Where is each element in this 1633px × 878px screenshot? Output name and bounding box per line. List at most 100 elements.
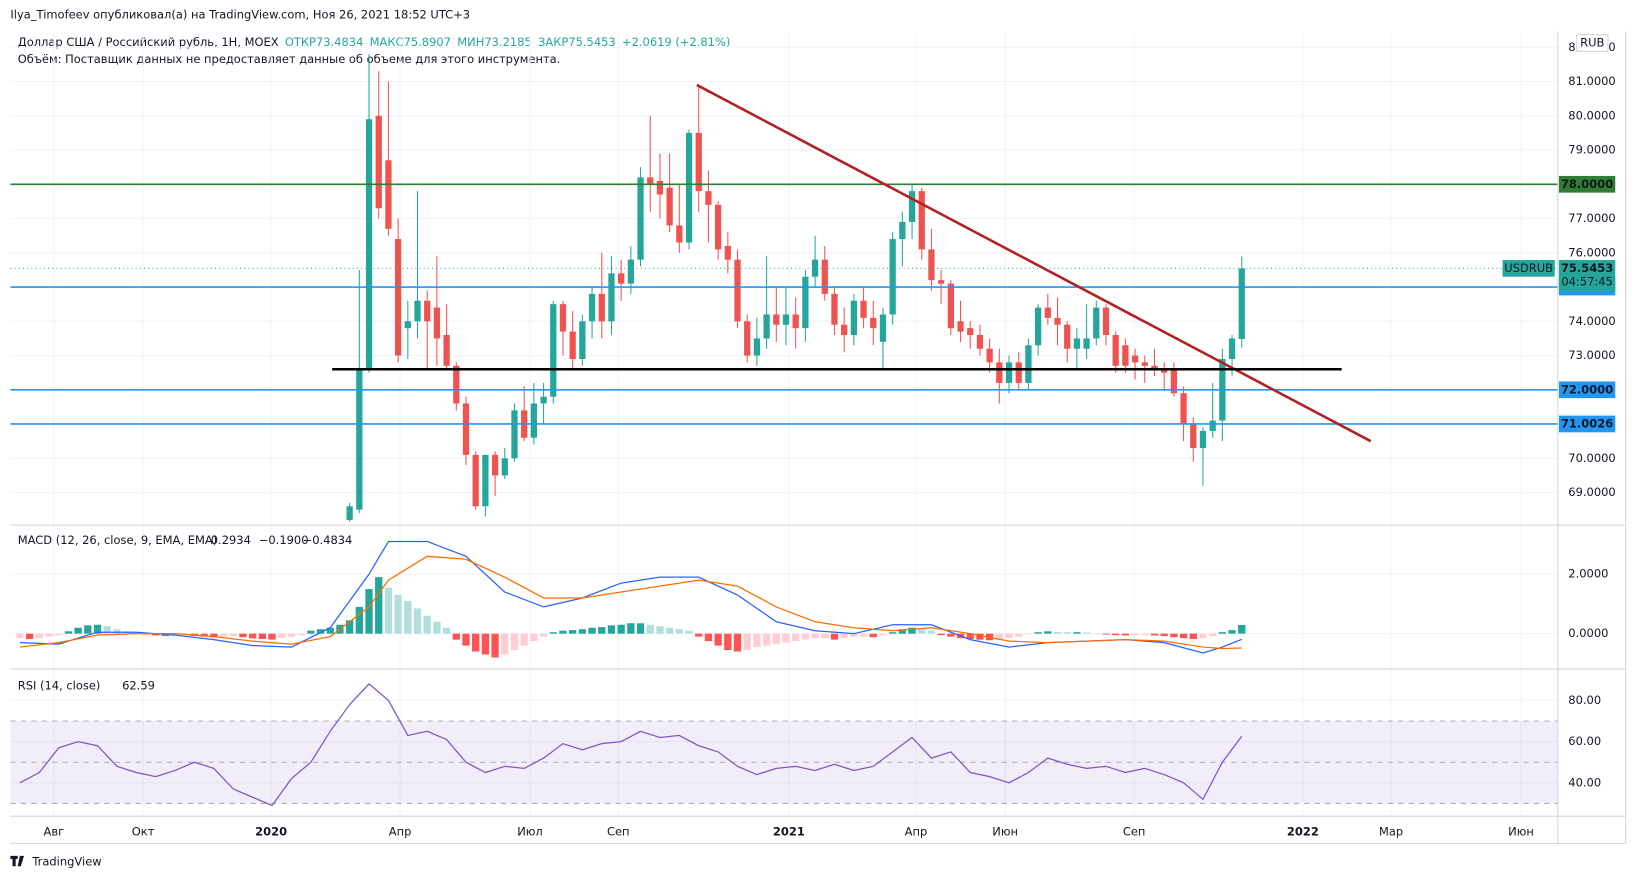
y-tick-label: 73.0000 xyxy=(1568,348,1615,362)
candle-body xyxy=(773,314,780,325)
candle-body xyxy=(753,338,761,356)
candle-body xyxy=(676,225,683,243)
histogram-bar xyxy=(898,629,907,634)
candle-body xyxy=(608,273,615,322)
symbol: Доллар США / Российский рубль, 1Н, MOEX xyxy=(18,34,279,48)
y-tick-label: 0.0000 xyxy=(1568,626,1608,640)
histogram-bar xyxy=(16,633,24,639)
histogram-bar xyxy=(1160,633,1168,637)
histogram-bar xyxy=(530,633,538,642)
histogram-bar xyxy=(617,624,625,634)
candle-body xyxy=(365,119,373,370)
candle-body xyxy=(598,293,605,322)
candle-body xyxy=(1034,307,1042,346)
histogram-bar xyxy=(1238,624,1246,634)
candle-body xyxy=(947,283,954,329)
histogram-bar xyxy=(1170,633,1178,638)
histogram-bar xyxy=(1102,633,1110,635)
x-tick-label: Авг xyxy=(44,824,65,838)
histogram-bar xyxy=(501,633,509,655)
histogram-bar xyxy=(598,627,606,634)
candle-body xyxy=(1044,307,1051,318)
level-label: 72.0000 xyxy=(1561,382,1613,396)
candle-body xyxy=(404,321,411,329)
histogram-bar xyxy=(1024,633,1033,635)
histogram-bar xyxy=(889,632,897,634)
candle-body xyxy=(744,321,751,356)
candle-body xyxy=(433,307,441,339)
rsi-value: 62.59 xyxy=(122,678,155,692)
histogram-bar xyxy=(1218,632,1227,634)
publish-note: Ilya_Timofeev опубликовал(а) на TradingV… xyxy=(10,7,470,21)
candle-body xyxy=(394,239,402,356)
candle-body xyxy=(899,221,906,240)
histogram-bar xyxy=(1063,632,1071,634)
volume-note: Объём: Поставщик данных не предоставляет… xyxy=(18,52,561,66)
histogram-bar xyxy=(927,630,936,634)
candle-body xyxy=(938,280,945,284)
histogram-bar xyxy=(1073,632,1081,634)
candle-body xyxy=(1209,420,1216,431)
candle-body xyxy=(472,454,479,507)
symbol-line: Доллар США / Российский рубль, 1Н, MOEX О… xyxy=(18,34,731,48)
histogram-bar xyxy=(947,633,955,637)
histogram-bar xyxy=(307,630,315,634)
histogram-bar xyxy=(472,633,480,652)
histogram-bar xyxy=(297,633,305,636)
candle-body xyxy=(491,454,499,476)
histogram-bar xyxy=(278,633,286,638)
candle-body xyxy=(550,304,557,397)
histogram-bar xyxy=(743,633,751,651)
histogram-bar xyxy=(695,633,703,637)
y-tick-label: 74.0000 xyxy=(1568,314,1615,328)
histogram-bar xyxy=(25,633,34,640)
histogram-bar xyxy=(588,627,596,634)
histogram-bar xyxy=(384,587,393,634)
histogram-bar xyxy=(704,633,713,642)
level-label-box xyxy=(1558,381,1616,399)
histogram-bar xyxy=(84,625,92,634)
candle-body xyxy=(501,458,508,476)
histogram-bar xyxy=(995,633,1003,640)
histogram-bar xyxy=(830,633,839,640)
y-tick-label: 40.00 xyxy=(1568,775,1601,789)
candle-body xyxy=(860,300,867,318)
candle-body xyxy=(918,191,925,250)
candle-body xyxy=(802,276,809,329)
candle-body xyxy=(1238,268,1245,339)
currency-box[interactable] xyxy=(1576,34,1609,52)
level-label-box xyxy=(1558,415,1616,433)
histogram-bar xyxy=(976,633,984,640)
histogram-bar xyxy=(152,633,160,636)
candle-body xyxy=(976,334,984,349)
candle-body xyxy=(957,321,964,332)
candle-body xyxy=(734,259,741,322)
countdown: 04:57:45 xyxy=(1561,274,1613,288)
histogram-bar xyxy=(840,633,848,639)
candle-body xyxy=(705,191,712,205)
candle-body xyxy=(695,132,702,192)
histogram-bar xyxy=(821,633,829,639)
candle-body xyxy=(928,249,935,281)
candle-body xyxy=(714,204,722,250)
histogram-bar xyxy=(1179,633,1188,639)
histogram-bar xyxy=(316,629,325,634)
histogram-bar xyxy=(1141,633,1149,636)
histogram-bar xyxy=(355,606,363,634)
x-tick-label: Июл xyxy=(517,824,543,838)
histogram-bar xyxy=(539,633,548,637)
candle-body xyxy=(1180,393,1187,425)
trend-line xyxy=(696,83,1372,443)
histogram-bar xyxy=(675,629,683,634)
histogram-bar xyxy=(1150,633,1159,636)
histogram-bar xyxy=(1092,633,1100,634)
rsi-title: RSI (14, close) xyxy=(18,678,101,692)
histogram-bar xyxy=(549,632,557,634)
candle-body xyxy=(569,331,576,359)
candle-body xyxy=(1151,365,1158,370)
histogram-bar xyxy=(258,633,267,640)
candle-body xyxy=(346,506,353,520)
histogram-bar xyxy=(966,633,974,640)
histogram-bar xyxy=(365,589,373,634)
